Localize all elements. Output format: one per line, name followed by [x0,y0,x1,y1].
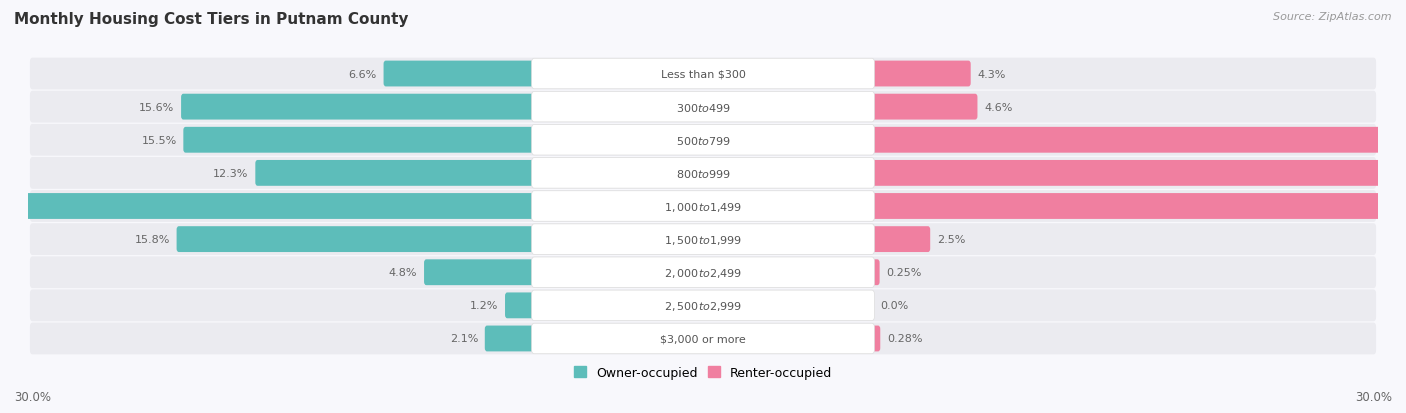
FancyBboxPatch shape [30,92,1376,123]
Text: 2.1%: 2.1% [450,334,478,344]
Text: Less than $300: Less than $300 [661,69,745,79]
FancyBboxPatch shape [531,92,875,123]
Text: 15.6%: 15.6% [139,102,174,112]
FancyBboxPatch shape [531,158,875,189]
FancyBboxPatch shape [256,161,537,186]
Text: 30.0%: 30.0% [1355,390,1392,403]
Text: 6.6%: 6.6% [349,69,377,79]
FancyBboxPatch shape [531,323,875,354]
Legend: Owner-occupied, Renter-occupied: Owner-occupied, Renter-occupied [568,361,838,384]
FancyBboxPatch shape [177,227,537,252]
Text: 12.3%: 12.3% [214,169,249,178]
Text: $1,000 to $1,499: $1,000 to $1,499 [664,200,742,213]
FancyBboxPatch shape [869,161,1406,186]
FancyBboxPatch shape [531,125,875,156]
FancyBboxPatch shape [30,158,1376,189]
FancyBboxPatch shape [869,194,1406,219]
FancyBboxPatch shape [869,62,970,87]
FancyBboxPatch shape [531,257,875,288]
FancyBboxPatch shape [384,62,537,87]
Text: $800 to $999: $800 to $999 [675,168,731,179]
Text: 30.0%: 30.0% [14,390,51,403]
Text: 4.6%: 4.6% [984,102,1012,112]
FancyBboxPatch shape [531,59,875,90]
Text: $2,500 to $2,999: $2,500 to $2,999 [664,299,742,312]
Text: 15.5%: 15.5% [142,135,177,145]
Text: $1,500 to $1,999: $1,500 to $1,999 [664,233,742,246]
FancyBboxPatch shape [425,260,537,285]
FancyBboxPatch shape [869,95,977,120]
FancyBboxPatch shape [30,59,1376,90]
FancyBboxPatch shape [869,326,880,351]
Text: 4.3%: 4.3% [977,69,1005,79]
Text: 0.25%: 0.25% [886,268,922,278]
FancyBboxPatch shape [531,191,875,222]
Text: 15.8%: 15.8% [135,235,170,244]
FancyBboxPatch shape [505,293,537,318]
FancyBboxPatch shape [531,290,875,321]
FancyBboxPatch shape [869,227,931,252]
FancyBboxPatch shape [30,323,1376,354]
FancyBboxPatch shape [531,224,875,255]
Text: $500 to $799: $500 to $799 [675,135,731,146]
FancyBboxPatch shape [869,260,880,285]
FancyBboxPatch shape [485,326,537,351]
Text: 0.28%: 0.28% [887,334,922,344]
Text: 0.0%: 0.0% [880,301,908,311]
Text: $300 to $499: $300 to $499 [675,102,731,113]
FancyBboxPatch shape [183,128,537,153]
FancyBboxPatch shape [30,191,1376,222]
FancyBboxPatch shape [0,194,537,219]
Text: 2.5%: 2.5% [936,235,966,244]
FancyBboxPatch shape [30,224,1376,255]
Text: 4.8%: 4.8% [389,268,418,278]
FancyBboxPatch shape [30,290,1376,321]
FancyBboxPatch shape [181,95,537,120]
FancyBboxPatch shape [30,257,1376,288]
FancyBboxPatch shape [30,125,1376,156]
Text: $3,000 or more: $3,000 or more [661,334,745,344]
Text: Monthly Housing Cost Tiers in Putnam County: Monthly Housing Cost Tiers in Putnam Cou… [14,12,409,27]
Text: $2,000 to $2,499: $2,000 to $2,499 [664,266,742,279]
Text: 1.2%: 1.2% [470,301,498,311]
Text: Source: ZipAtlas.com: Source: ZipAtlas.com [1274,12,1392,22]
FancyBboxPatch shape [869,128,1406,153]
